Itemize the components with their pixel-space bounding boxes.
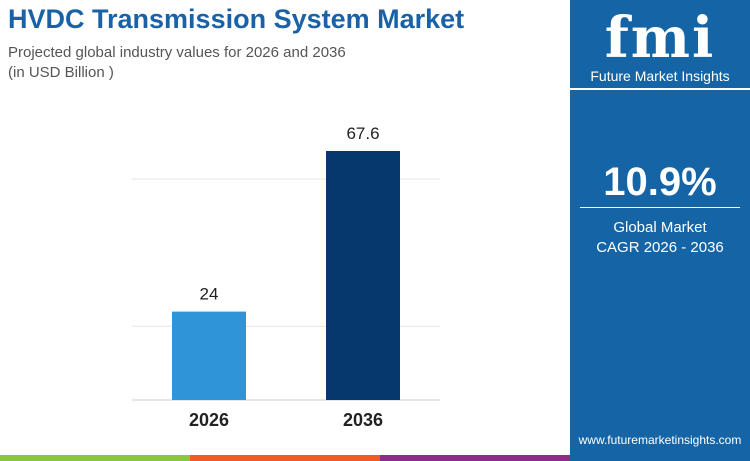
divider <box>570 88 750 90</box>
brand-name: Future Market Insights <box>590 68 730 84</box>
stripe-purple <box>380 455 570 461</box>
x-tick-label: 2026 <box>189 410 229 430</box>
divider <box>580 207 740 208</box>
bar-chart: 24 2026 67.6 2036 <box>132 124 440 430</box>
stripe-orange <box>190 455 380 461</box>
data-label: 67.6 <box>346 124 379 143</box>
fmi-logo: fmi Future Market Insights <box>570 8 750 84</box>
stripe-green <box>0 455 190 461</box>
x-tick-label: 2036 <box>343 410 383 430</box>
cagr-label: Global Market <box>613 219 707 236</box>
chart-unit: (in USD Billion ) <box>8 64 114 81</box>
bar-2036 <box>326 151 400 400</box>
logo-mark: fmi <box>604 5 716 71</box>
cagr-value: 10.9% <box>603 160 717 204</box>
chart-subtitle: Projected global industry values for 202… <box>8 44 346 61</box>
data-label: 24 <box>200 285 219 304</box>
cagr-period: CAGR 2026 - 2036 <box>596 239 724 256</box>
chart-title: HVDC Transmission System Market <box>8 4 465 34</box>
bar-2026 <box>172 311 246 400</box>
side-panel: fmi Future Market Insights 10.9% Global … <box>570 0 750 461</box>
website-link[interactable]: www.futuremarketinsights.com <box>578 433 742 447</box>
